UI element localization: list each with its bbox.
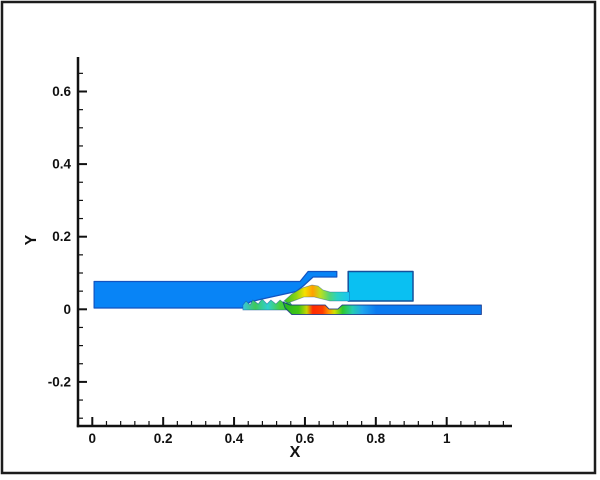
cavity-box (347, 270, 414, 302)
x-tick-label: 0.6 (296, 431, 315, 446)
x-tick-label: 0 (89, 431, 97, 446)
seal-teeth-strip (242, 298, 293, 311)
y-tick-label: 0 (63, 302, 71, 317)
x-tick-label: 0.4 (225, 431, 244, 446)
y-tick-label: 0.6 (52, 84, 71, 99)
y-axis-title: Y (23, 234, 40, 245)
x-axis-title: X (290, 444, 301, 461)
upper-seal-channel (283, 284, 350, 304)
x-tick-label: 0.2 (154, 431, 173, 446)
y-tick-label: -0.2 (48, 374, 71, 389)
y-tick-label: 0.4 (52, 157, 71, 172)
x-tick-label: 0.8 (366, 431, 385, 446)
lower-jet-strip (282, 301, 482, 315)
x-tick-label: 1 (443, 431, 451, 446)
y-tick-label: 0.2 (52, 229, 71, 244)
